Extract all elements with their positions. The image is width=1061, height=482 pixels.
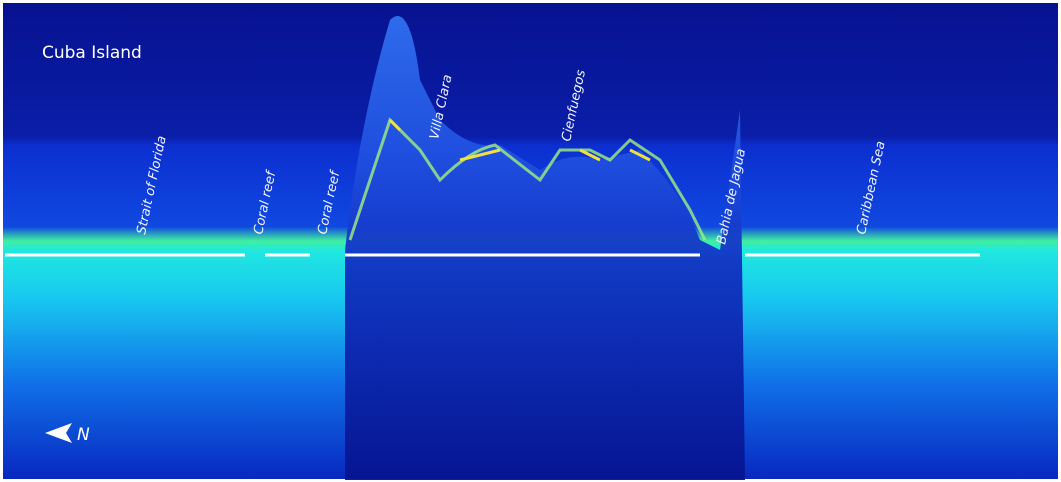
radar-image: Cuba Island Strait of Florida Coral reef… <box>0 0 1061 482</box>
compass-label: N <box>77 425 90 445</box>
title: Cuba Island <box>42 43 142 63</box>
